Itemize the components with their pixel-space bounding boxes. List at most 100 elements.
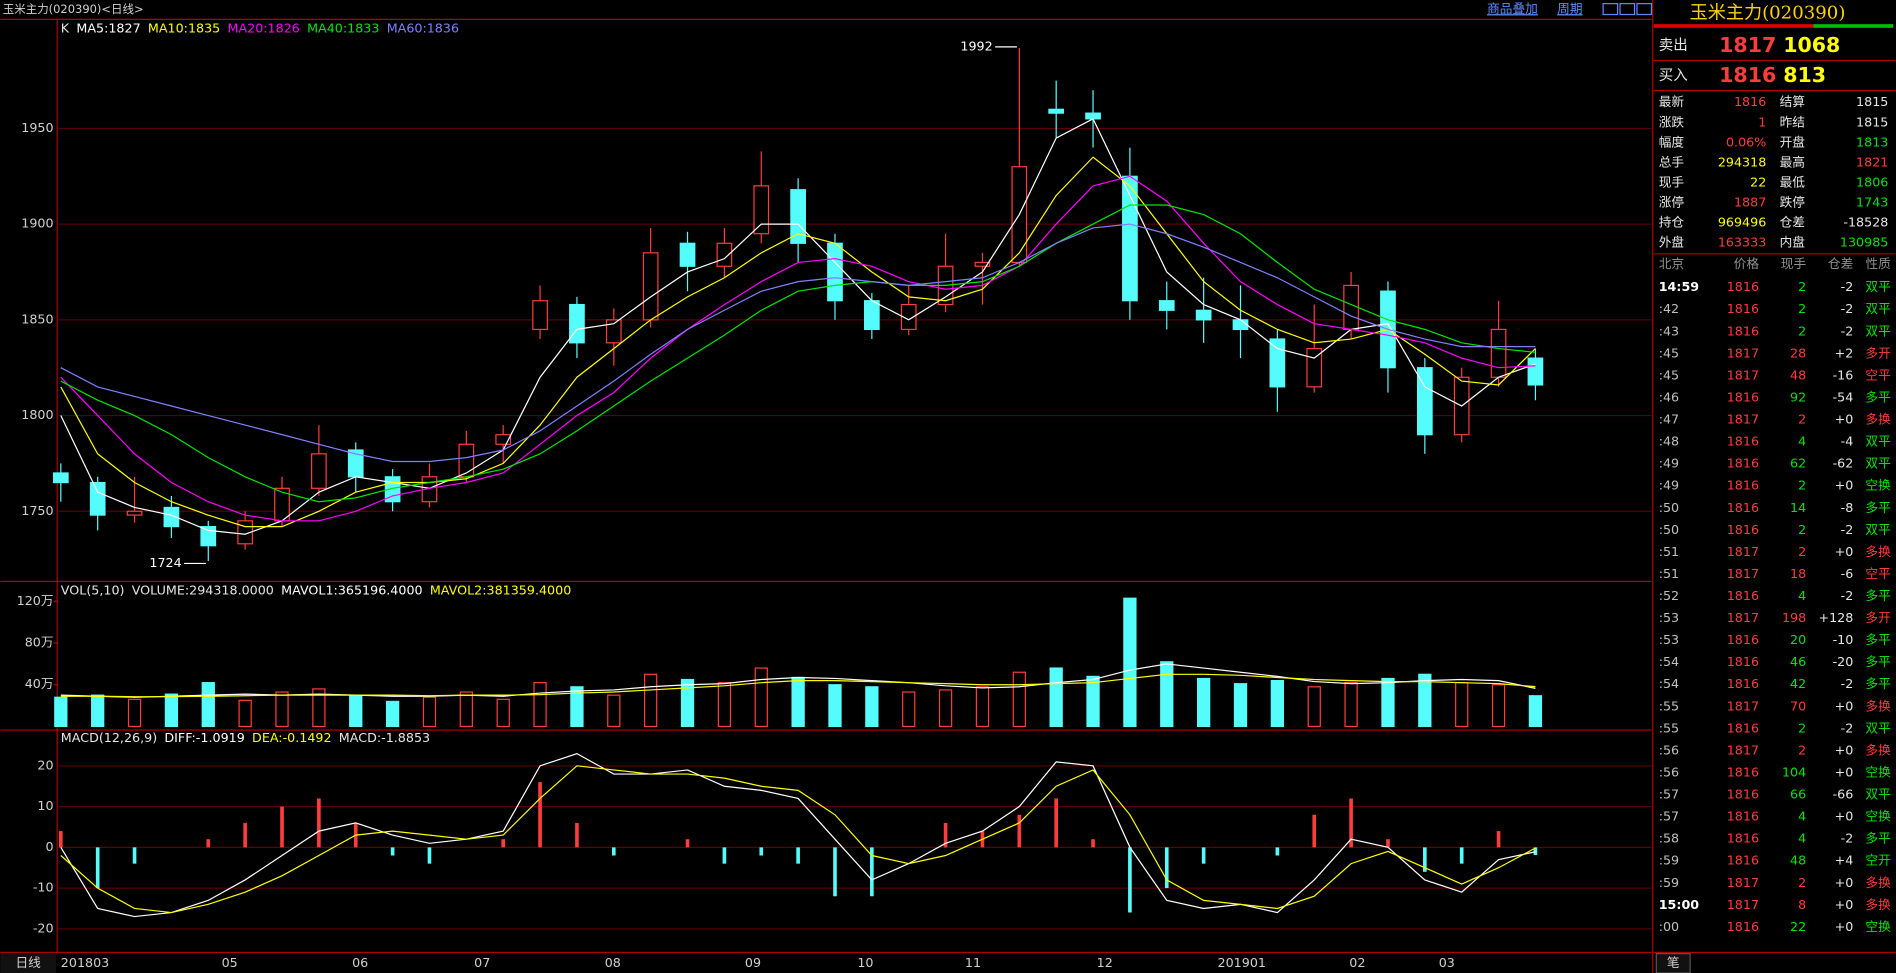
y-tick-label: 20: [37, 757, 53, 772]
tick-nature: 空换: [1865, 478, 1891, 493]
tick-price: 1816: [1727, 522, 1759, 537]
quote-field: 结算: [1780, 94, 1806, 109]
tick-oi-change: +0: [1835, 698, 1854, 713]
volume-bar: [1344, 682, 1358, 728]
tick-time: :55: [1659, 698, 1679, 713]
volume-bar: [1307, 686, 1321, 728]
tick-nature: 双平: [1865, 279, 1891, 294]
tick-time: :50: [1659, 500, 1679, 515]
candle-body: [1048, 108, 1065, 114]
tick-oi-change: +4: [1835, 853, 1854, 868]
tick-oi-change: +0: [1835, 742, 1854, 757]
volume-bar: [865, 686, 879, 728]
tick-price: 1816: [1727, 301, 1759, 316]
volume-bar: [275, 691, 289, 728]
tick-nature: 空开: [1865, 853, 1891, 868]
volume-bar: [1086, 675, 1100, 728]
legend-item: MACD:-1.8853: [339, 730, 430, 745]
tick-time: :56: [1659, 764, 1679, 779]
tick-oi-change: -2: [1841, 522, 1854, 537]
tick-volume: 20: [1790, 632, 1806, 647]
candle-body: [126, 510, 143, 516]
quote-value: 1815: [1856, 114, 1888, 129]
tick-nature: 多换: [1865, 742, 1891, 757]
tick-oi-change: +0: [1835, 478, 1854, 493]
tick-volume: 18: [1790, 566, 1806, 581]
quote-title: 玉米主力(020390): [1690, 2, 1846, 23]
candle-body: [1232, 319, 1249, 331]
tick-volume: 2: [1798, 720, 1806, 735]
bar: [1813, 24, 1894, 28]
annotation: 1992: [960, 38, 992, 53]
tick-nature: 空换: [1865, 764, 1891, 779]
tick-price: 1816: [1727, 323, 1759, 338]
tick-oi-change: -2: [1841, 279, 1854, 294]
tick-oi-change: -2: [1841, 831, 1854, 846]
legend-item: MA5:1827: [76, 21, 140, 36]
tick-time: :59: [1659, 875, 1679, 890]
tick-price: 1817: [1727, 875, 1759, 890]
tick-price: 1816: [1727, 279, 1759, 294]
legend-item: MA20:1826: [228, 21, 300, 36]
quote-field: 仓差: [1780, 215, 1805, 230]
y-tick-label: 1750: [21, 503, 53, 518]
tick-nature: 双平: [1865, 434, 1891, 449]
tick-price: 1816: [1727, 676, 1759, 691]
tick-time: :53: [1659, 610, 1679, 625]
tick-price: 1817: [1727, 544, 1759, 559]
link[interactable]: 周期: [1557, 1, 1582, 16]
quote-value: 22: [1750, 174, 1766, 189]
y-tick-label: -20: [33, 920, 54, 935]
line: [60, 175, 1536, 522]
candle-body: [495, 434, 512, 445]
button[interactable]: [1619, 3, 1636, 16]
tick-price: 1816: [1727, 831, 1759, 846]
line: [60, 765, 1536, 914]
tick-oi-change: -4: [1841, 434, 1854, 449]
button[interactable]: [1602, 3, 1619, 16]
tick-volume: 8: [1798, 897, 1806, 912]
tick-nature: 双平: [1865, 323, 1891, 338]
tick-volume: 2: [1798, 478, 1806, 493]
ticks-header: 价格: [1734, 256, 1760, 271]
window-title: 玉米主力(020390)<日线>: [3, 2, 144, 16]
y-tick-label: 1900: [21, 216, 53, 231]
button[interactable]: [1636, 3, 1653, 16]
quote-value: 969496: [1718, 215, 1766, 230]
tick-volume: 48: [1790, 853, 1806, 868]
tick-nature: 多平: [1865, 831, 1891, 846]
tick-oi-change: +0: [1835, 897, 1854, 912]
tick-time: :57: [1659, 809, 1679, 824]
tick-nature: 双平: [1865, 522, 1891, 537]
volume-bar: [459, 691, 473, 728]
volume-bar: [717, 682, 732, 728]
candle-body: [716, 242, 733, 267]
period-tab[interactable]: [0, 953, 56, 973]
tick-price: 1816: [1727, 787, 1759, 802]
y-tick-label: 1800: [21, 407, 53, 422]
quote-field: 总手: [1659, 154, 1685, 169]
tick-time: :59: [1659, 853, 1679, 868]
volume-bar: [1012, 671, 1026, 728]
line: [60, 156, 1536, 528]
quote-value: 1: [1758, 114, 1766, 129]
volume-bar: [312, 688, 326, 728]
tick-nature: 多平: [1865, 676, 1891, 691]
x-tick-label: 201803: [61, 955, 109, 970]
tick-volume: 62: [1790, 456, 1806, 471]
tick-oi-change: -2: [1841, 301, 1854, 316]
volume-bar: [1049, 667, 1063, 728]
tick-price: 1816: [1727, 654, 1759, 669]
tick-nature: 双平: [1865, 720, 1891, 735]
link[interactable]: 商品叠加: [1487, 1, 1538, 16]
x-tick-label: 06: [352, 955, 368, 970]
tick-price: 1816: [1727, 434, 1759, 449]
tick-time: :46: [1659, 389, 1679, 404]
tick-nature: 多平: [1865, 632, 1891, 647]
volume-bar: [975, 686, 990, 728]
volume-bar: [644, 673, 658, 728]
volume-bar: [1418, 673, 1432, 728]
tick-time: :42: [1659, 301, 1679, 316]
tick-nature: 多平: [1865, 500, 1891, 515]
volume-bar: [127, 698, 142, 728]
